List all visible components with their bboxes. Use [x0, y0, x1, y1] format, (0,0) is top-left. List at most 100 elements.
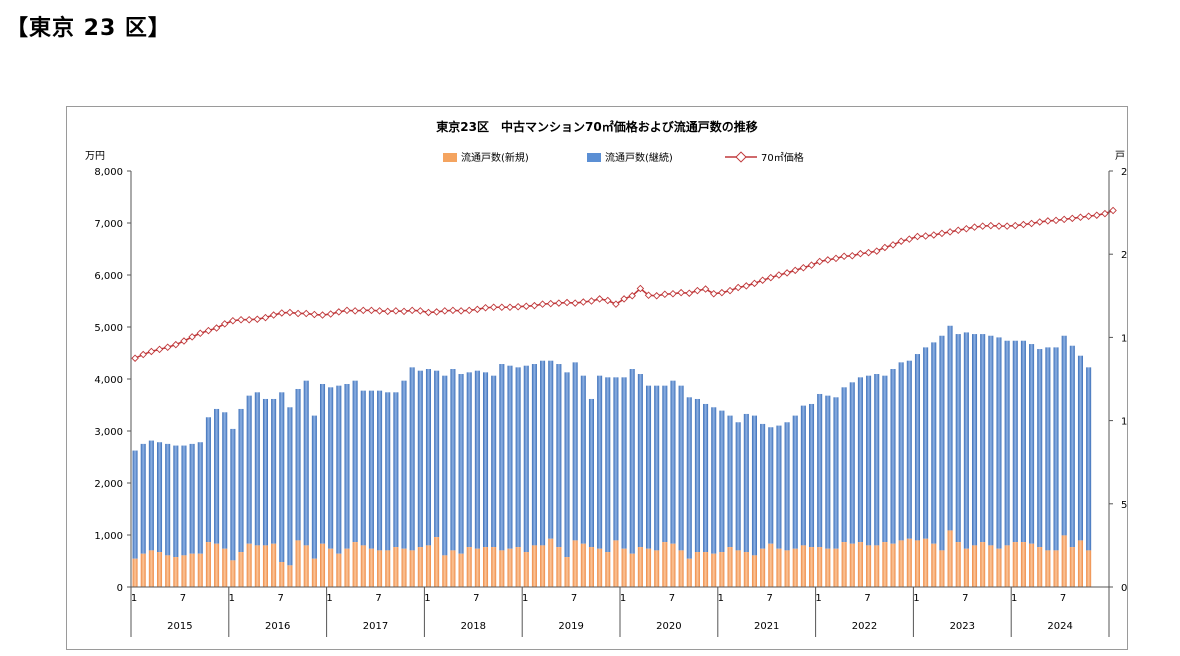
bar-new: [1077, 540, 1084, 587]
bar-new: [360, 545, 366, 587]
legend-swatch-cont: [587, 153, 601, 162]
bar-continuing: [654, 385, 660, 551]
bar-new: [564, 557, 570, 587]
x-year-label: 2021: [754, 621, 779, 632]
price-point: [897, 237, 905, 245]
bar-continuing: [564, 372, 570, 558]
bar-new: [1020, 542, 1026, 587]
bar-continuing: [947, 325, 953, 531]
bar-continuing: [1053, 347, 1059, 551]
bar-new: [955, 542, 961, 587]
price-point: [815, 257, 824, 266]
bar-new: [1086, 550, 1092, 587]
price-point: [889, 241, 897, 249]
bar-continuing: [605, 377, 611, 553]
price-point: [636, 284, 645, 293]
price-point: [546, 299, 555, 308]
bar-new: [540, 545, 546, 587]
bar-continuing: [409, 367, 415, 551]
price-point: [1011, 221, 1020, 230]
bar-continuing: [474, 370, 480, 549]
legend-marker-price: [735, 151, 747, 163]
bar-continuing: [450, 369, 456, 551]
x-month-label: 1: [131, 593, 137, 604]
bar-continuing: [833, 397, 839, 549]
bar-continuing: [515, 367, 521, 548]
y-right-tick-label: 20,000: [1121, 250, 1127, 261]
bar-new: [833, 548, 839, 587]
bar-new: [825, 548, 831, 587]
price-point: [856, 249, 865, 258]
bar-new: [262, 545, 269, 587]
price-point: [147, 347, 156, 356]
price-point: [1109, 206, 1117, 215]
price-point: [489, 303, 498, 311]
bar-continuing: [328, 387, 334, 549]
bar-new: [792, 548, 798, 587]
bar-continuing: [1045, 347, 1051, 551]
price-point: [538, 300, 547, 308]
bar-continuing: [751, 415, 758, 556]
bar-continuing: [238, 408, 244, 553]
bar-continuing: [711, 407, 717, 554]
bar-continuing: [572, 362, 578, 541]
bar-new: [637, 547, 643, 587]
bar-continuing: [800, 405, 806, 546]
x-year-label: 2020: [656, 621, 681, 632]
bar-new: [808, 547, 815, 587]
bar-continuing: [1086, 367, 1092, 551]
price-point: [962, 224, 971, 233]
bar-new: [694, 552, 700, 587]
price-point: [840, 252, 848, 261]
price-point: [1027, 219, 1036, 228]
x-month-label: 1: [718, 593, 724, 604]
bar-continuing: [393, 392, 399, 548]
price-point: [416, 307, 425, 315]
bar-new: [515, 547, 521, 587]
bar-new: [1037, 547, 1043, 587]
price-point: [701, 285, 710, 293]
y-left-tick-label: 2,000: [94, 479, 123, 490]
bar-new: [971, 545, 978, 587]
price-point: [571, 299, 579, 307]
price-point: [864, 248, 873, 257]
bar-new: [165, 555, 171, 587]
bar-new: [588, 547, 595, 587]
price-point: [180, 337, 188, 345]
bar-new: [523, 552, 529, 587]
bar-continuing: [996, 337, 1002, 549]
bar-continuing: [360, 390, 366, 546]
price-point: [457, 307, 465, 315]
bar-continuing: [792, 415, 798, 549]
x-month-label: 1: [229, 593, 235, 604]
price-point: [872, 247, 881, 255]
bar-continuing: [132, 450, 138, 559]
bar-new: [425, 545, 432, 587]
price-point: [245, 315, 253, 324]
price-point: [742, 282, 751, 290]
legend-label-cont: 流通戸数(継続): [605, 151, 673, 164]
price-point: [1101, 209, 1109, 218]
price-point: [832, 254, 840, 263]
x-month-label: 1: [522, 593, 528, 604]
bar-continuing: [1020, 340, 1026, 543]
bar-continuing: [1004, 340, 1010, 546]
bar-new: [963, 548, 969, 587]
bar-continuing: [971, 334, 978, 546]
price-point: [1003, 222, 1011, 230]
bar-new: [857, 542, 863, 587]
bar-continuing: [352, 380, 358, 543]
bar-continuing: [727, 415, 733, 548]
bar-continuing: [743, 413, 749, 553]
bar-new: [279, 562, 285, 587]
legend-swatch-new: [443, 153, 457, 162]
bar-continuing: [1077, 355, 1084, 541]
bar-continuing: [874, 374, 880, 546]
bar-new: [751, 555, 758, 587]
price-line-layer: [131, 206, 1117, 362]
bar-new: [768, 543, 774, 587]
bar-continuing: [319, 383, 326, 544]
price-point: [1019, 220, 1028, 229]
price-point: [188, 333, 196, 341]
bar-new: [784, 550, 790, 587]
